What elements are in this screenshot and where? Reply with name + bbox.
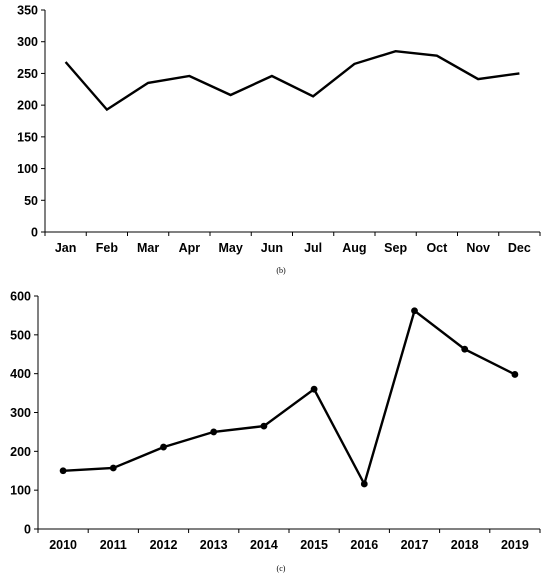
y-tick-label: 100 [17,162,38,176]
y-tick-label: 150 [17,130,38,144]
y-tick-label: 300 [10,406,31,420]
x-tick-label: 2012 [150,538,178,552]
y-tick-label: 200 [17,99,38,113]
y-tick-label: 100 [10,484,31,498]
chart-b-monthly: 0 50 100 150 200 250 300 350 Jan Feb Mar Apr May Jun J… [17,4,541,255]
data-point [210,428,218,436]
data-point [160,443,167,451]
x-tick-label: 2019 [501,538,529,552]
data-point [360,480,368,488]
x-tick-label: May [218,241,242,255]
x-tick-label: 2015 [300,538,328,552]
y-tick-label: 250 [17,67,38,81]
x-tick-label: 2011 [100,538,127,552]
data-point [461,345,469,353]
y-tick-label: 50 [24,194,38,208]
x-tick-label: Feb [96,241,119,255]
data-point [260,422,268,430]
x-tick-label: Jun [261,241,283,255]
y-tick-label: 0 [31,226,38,240]
x-tick-label: Apr [179,241,201,255]
x-tick-label: Oct [426,241,448,255]
y-tick-label: 400 [10,367,31,381]
chart-c-yearly: 0 100 200 300 400 500 600 2010 2011 2012 2013 2014 2… [10,290,541,552]
data-point [59,467,67,475]
x-tick-label: Dec [508,241,531,255]
chart-c-caption: (c) [277,564,286,573]
x-tick-label: Sep [384,241,407,255]
y-tick-label: 600 [10,290,31,304]
x-tick-label: Mar [137,241,159,255]
series-line [63,308,516,488]
y-tick-label: 200 [10,445,31,459]
x-tick-label: 2013 [200,538,228,552]
x-tick-label: Aug [342,241,366,255]
x-tick-label: Jan [55,241,77,255]
x-tick-label: 2018 [451,538,479,552]
data-point [511,371,519,378]
x-tick-label: 2014 [250,538,278,552]
data-point [109,464,117,472]
y-tick-label: 0 [24,523,31,537]
data-point [411,307,418,315]
series-line [64,49,520,112]
x-tick-label: Nov [466,241,490,255]
x-tick-label: 2016 [350,538,378,552]
data-point [310,385,318,393]
y-tick-label: 500 [10,328,31,342]
x-tick-label: 2017 [401,538,429,552]
chart-b-caption: (b) [276,266,286,275]
x-tick-label: Jul [304,241,322,255]
y-tick-label: 300 [17,35,38,49]
y-tick-label: 350 [17,4,38,18]
x-tick-label: 2010 [49,538,77,552]
